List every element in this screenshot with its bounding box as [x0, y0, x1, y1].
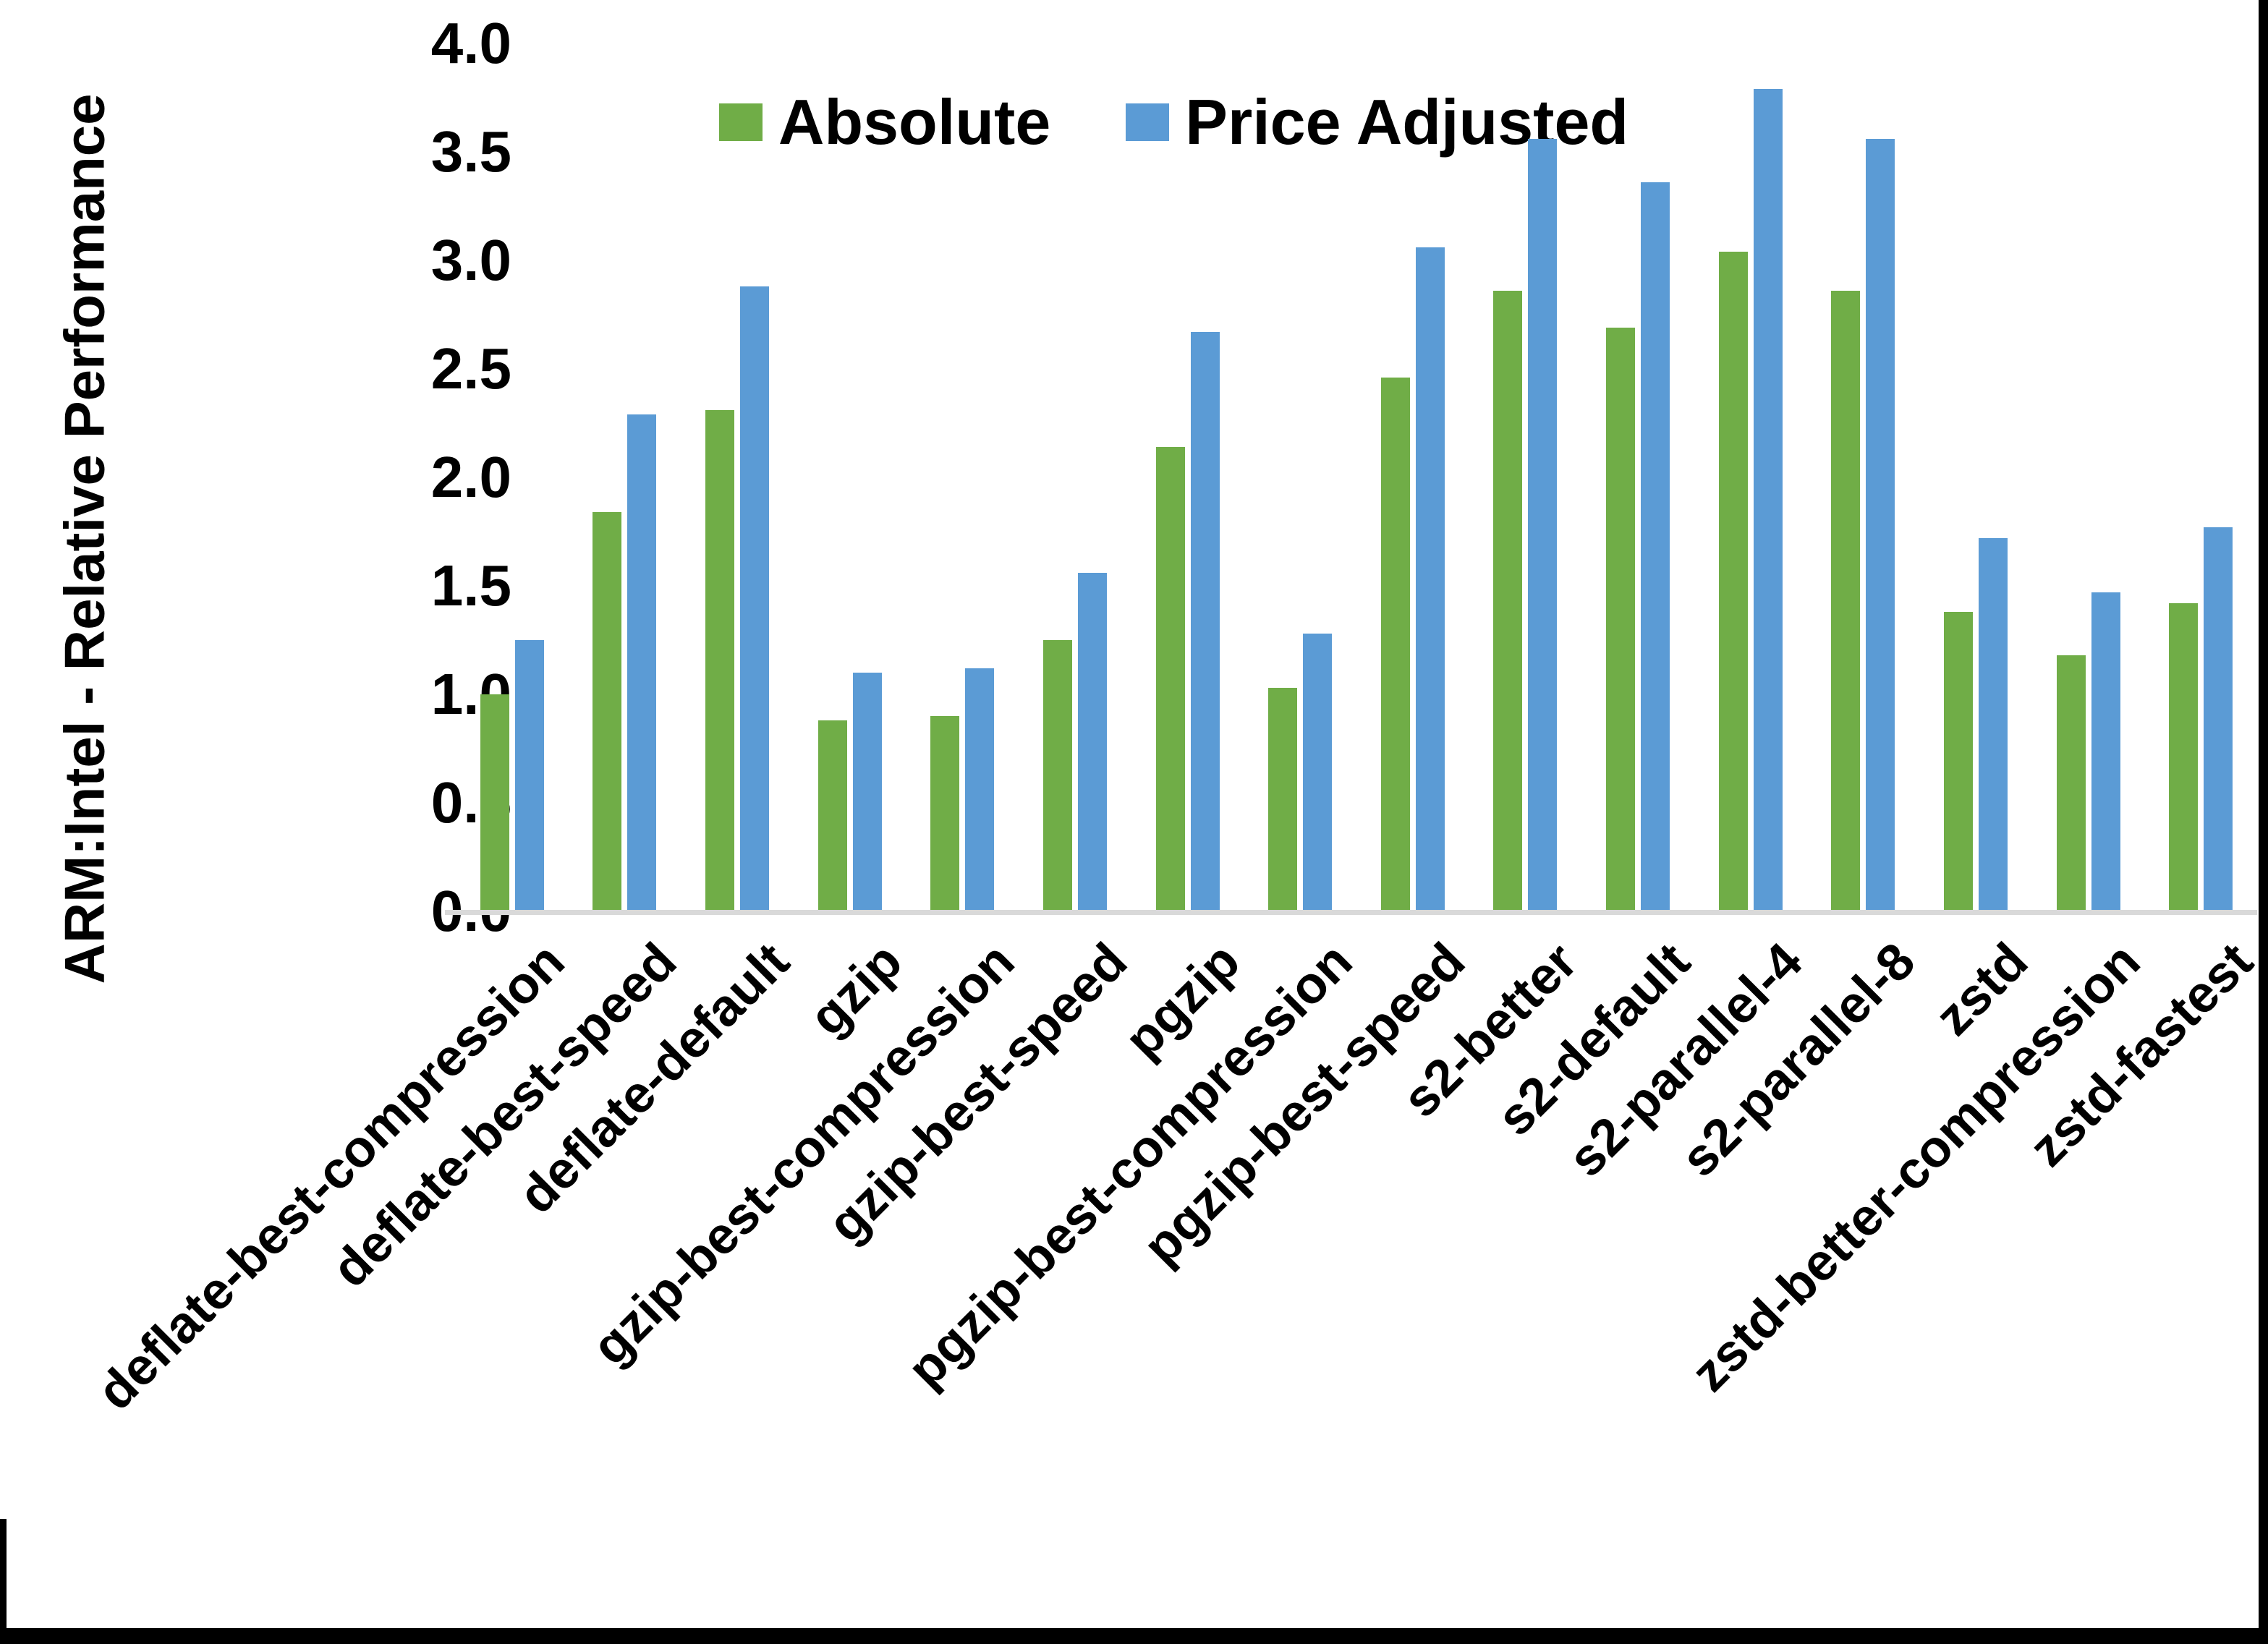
bar-absolute-gzip-best-compression	[930, 716, 960, 911]
bar-price-adjusted-zstd-fastest	[2204, 527, 2233, 911]
bar-price-adjusted-gzip	[852, 673, 882, 911]
bar-group-s2-better	[1469, 43, 1582, 911]
bar-absolute-zstd-fastest	[2169, 603, 2199, 911]
bar-absolute-deflate-best-speed	[593, 512, 622, 911]
legend-item-absolute: Absolute	[718, 85, 1051, 159]
bar-price-adjusted-pgzip	[1190, 332, 1220, 911]
bar-groups	[456, 43, 2257, 911]
bar-absolute-pgzip-best-speed	[1380, 378, 1410, 911]
bar-group-zstd-fastest	[2144, 43, 2257, 911]
x-axis-line	[445, 910, 2257, 915]
bar-group-gzip	[794, 43, 906, 911]
y-tick-label: 3.0	[430, 228, 511, 292]
bar-group-zstd	[1919, 43, 2032, 911]
bar-price-adjusted-gzip-best-compression	[965, 668, 995, 911]
legend-label-absolute: Absolute	[778, 86, 1051, 158]
bar-absolute-gzip-best-speed	[1042, 640, 1072, 911]
bar-group-gzip-best-compression	[906, 43, 1019, 911]
bar-group-deflate-best-compression	[456, 43, 569, 911]
bar-price-adjusted-zstd-better-compression	[2091, 592, 2120, 911]
bar-price-adjusted-s2-better	[1528, 139, 1558, 911]
bar-absolute-zstd	[1943, 612, 1973, 911]
bar-absolute-deflate-default	[705, 410, 735, 911]
bar-group-s2-default	[1581, 43, 1694, 911]
bar-absolute-s2-better	[1493, 291, 1523, 911]
bar-group-s2-parallel-8	[1807, 43, 1920, 911]
bar-absolute-pgzip	[1155, 447, 1185, 911]
y-tick-label: 2.5	[430, 336, 511, 401]
frame-border-left	[0, 1519, 7, 1644]
bar-group-deflate-best-speed	[569, 43, 681, 911]
bar-group-gzip-best-speed	[1019, 43, 1131, 911]
bar-price-adjusted-pgzip-best-compression	[1303, 634, 1333, 911]
bar-group-s2-parallel-4	[1694, 43, 1807, 911]
bar-group-deflate-default	[681, 43, 794, 911]
bar-absolute-s2-parallel-8	[1831, 291, 1861, 911]
legend-swatch-absolute	[718, 103, 763, 141]
y-tick-label: 3.5	[430, 119, 511, 184]
bar-absolute-gzip	[817, 720, 847, 911]
y-axis-title: ARM:Intel - Relative Performance	[52, 93, 116, 984]
x-category-label-deflate-best-compression: deflate-best-compression	[85, 932, 576, 1421]
legend-swatch-price-adjusted	[1126, 103, 1170, 141]
bar-group-zstd-better-compression	[2032, 43, 2145, 911]
bar-absolute-s2-parallel-4	[1718, 252, 1748, 911]
bar-group-pgzip-best-speed	[1356, 43, 1469, 911]
bar-group-pgzip-best-compression	[1244, 43, 1356, 911]
bar-price-adjusted-s2-default	[1641, 182, 1670, 911]
bar-absolute-pgzip-best-compression	[1268, 688, 1298, 911]
y-tick-label: 2.0	[430, 445, 511, 509]
frame-border-bottom	[0, 1628, 2268, 1644]
frame-border-right	[2259, 0, 2268, 1644]
bar-price-adjusted-deflate-best-compression	[514, 640, 544, 911]
bar-absolute-s2-default	[1606, 328, 1636, 911]
bar-absolute-deflate-best-compression	[480, 694, 509, 911]
bar-price-adjusted-pgzip-best-speed	[1415, 247, 1445, 911]
bar-absolute-zstd-better-compression	[2056, 655, 2086, 911]
bar-price-adjusted-zstd	[1978, 538, 2008, 911]
y-tick-label: 1.5	[430, 553, 511, 618]
bar-price-adjusted-s2-parallel-4	[1753, 89, 1783, 911]
bar-price-adjusted-s2-parallel-8	[1866, 139, 1895, 911]
plot-area	[456, 43, 2257, 911]
bar-price-adjusted-deflate-default	[740, 286, 770, 911]
bar-group-pgzip	[1131, 43, 1244, 911]
bar-price-adjusted-gzip-best-speed	[1077, 573, 1107, 911]
bar-price-adjusted-deflate-best-speed	[627, 414, 657, 911]
y-tick-label: 4.0	[430, 11, 511, 75]
